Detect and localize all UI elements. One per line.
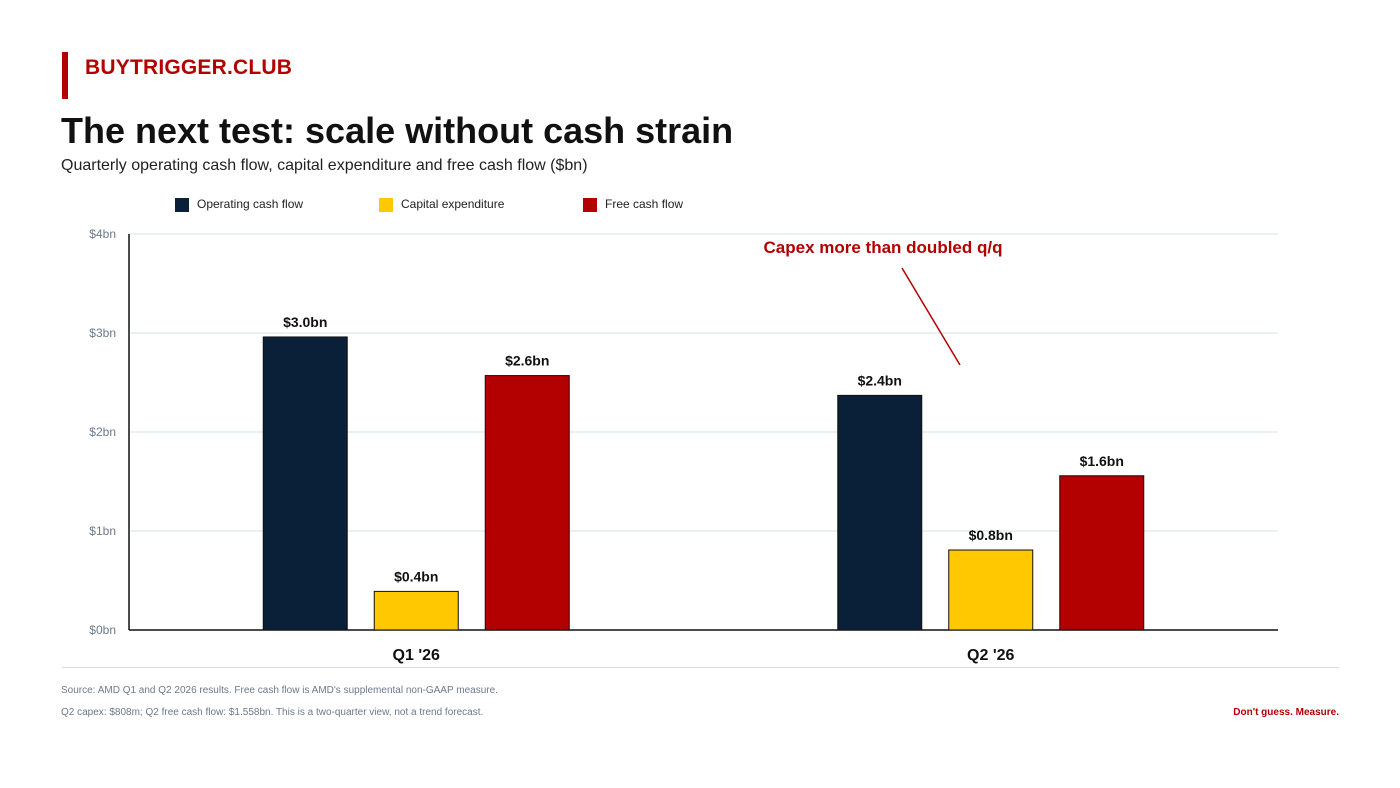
y-tick-label: $3bn (89, 326, 116, 340)
data-label-operating-cash-flow-q2-26: $2.4bn (858, 372, 902, 388)
bar-operating-cash-flow-q1-26 (262, 336, 348, 631)
legend-item-capital-expenditure: Capital expenditure (379, 196, 504, 212)
source-note: Source: AMD Q1 and Q2 2026 results. Free… (61, 685, 498, 696)
footer-divider (62, 667, 1339, 668)
annotation-text: Capex more than doubled q/q (764, 238, 1003, 257)
legend-swatch-capital-expenditure (379, 198, 393, 212)
footnote: Q2 capex: $808m; Q2 free cash flow: $1.5… (61, 707, 484, 718)
bar-capital-expenditure-q1-26 (373, 590, 459, 631)
bar-operating-cash-flow-q2-26 (837, 394, 923, 631)
y-tick-label: $2bn (89, 425, 116, 439)
data-label-free-cash-flow-q1-26: $2.6bn (505, 353, 549, 369)
data-label-capital-expenditure-q2-26: $0.8bn (969, 527, 1013, 543)
page-title: The next test: scale without cash strain (61, 110, 734, 151)
annotation-pointer-line (901, 267, 961, 366)
bar-capital-expenditure-q2-26 (948, 549, 1034, 631)
y-tick-label: $1bn (89, 524, 116, 538)
data-label-capital-expenditure-q1-26: $0.4bn (394, 568, 438, 584)
tagline: Don't guess. Measure. (1233, 707, 1339, 718)
legend-label-operating-cash-flow: Operating cash flow (197, 197, 304, 211)
y-tick-label: $4bn (89, 227, 116, 241)
data-label-operating-cash-flow-q1-26: $3.0bn (283, 314, 327, 330)
legend-item-operating-cash-flow: Operating cash flow (175, 196, 303, 212)
brand-name: BUYTRIGGER.CLUB (85, 56, 293, 79)
data-label-free-cash-flow-q2-26: $1.6bn (1080, 453, 1124, 469)
legend-item-free-cash-flow: Free cash flow (583, 196, 683, 212)
legend-swatch-free-cash-flow (583, 198, 597, 212)
bar-free-cash-flow-q1-26 (484, 375, 570, 631)
y-tick-label: $0bn (89, 623, 116, 637)
page-subtitle: Quarterly operating cash flow, capital e… (61, 157, 588, 174)
bar-free-cash-flow-q2-26 (1059, 475, 1145, 631)
brand-accent-bar (62, 52, 68, 99)
x-category-label: Q2 '26 (967, 647, 1014, 664)
legend-label-capital-expenditure: Capital expenditure (401, 197, 505, 211)
legend-label-free-cash-flow: Free cash flow (605, 197, 684, 211)
x-category-label: Q1 '26 (393, 647, 440, 664)
legend-swatch-operating-cash-flow (175, 198, 189, 212)
